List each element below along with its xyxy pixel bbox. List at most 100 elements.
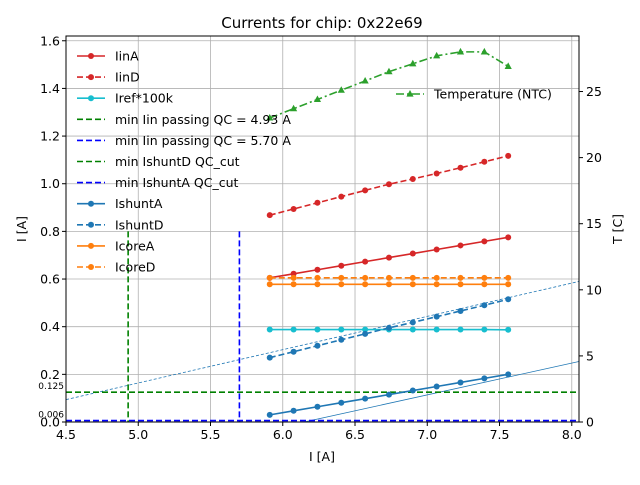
legend-label: min IshuntA QC_cut xyxy=(115,175,239,190)
legend-label: Temperature (NTC) xyxy=(433,87,552,102)
legend-marker xyxy=(88,201,94,207)
data-point-icorea xyxy=(434,281,440,287)
data-point-ishuntd xyxy=(267,355,273,361)
y2-tick-label: 25 xyxy=(586,84,602,99)
y2-tick-label: 10 xyxy=(586,282,602,297)
data-point-iind xyxy=(314,200,320,206)
data-point-icored xyxy=(267,275,273,281)
y2-tick-label: 5 xyxy=(586,348,594,363)
y-tick-label: 0.0 xyxy=(40,415,60,430)
hline-label: 0.125 xyxy=(38,382,64,392)
y2-tick-label: 0 xyxy=(586,415,594,430)
data-point-iref-100k xyxy=(505,327,511,333)
data-point-ishuntd xyxy=(386,325,392,331)
data-point-iina xyxy=(410,251,416,257)
data-point-icorea xyxy=(505,281,511,287)
data-point-icored xyxy=(481,275,487,281)
x-tick-label: 8.0 xyxy=(562,427,582,442)
data-point-icorea xyxy=(458,281,464,287)
data-point-iind xyxy=(267,212,273,218)
legend-label: IshuntD xyxy=(115,217,164,232)
data-point-icorea xyxy=(481,281,487,287)
chart-title: Currents for chip: 0x22e69 xyxy=(221,14,422,32)
data-point-ishuntd xyxy=(505,296,511,302)
legend-label: min Iin passing QC = 4.93 A xyxy=(115,112,291,127)
legend-marker xyxy=(88,53,94,59)
legend-label: IinA xyxy=(115,49,139,64)
data-point-icored xyxy=(434,275,440,281)
y-tick-label: 0.4 xyxy=(40,319,60,334)
data-point-iind xyxy=(505,153,511,159)
data-point-iind xyxy=(481,159,487,165)
data-point-icorea xyxy=(314,281,320,287)
data-point-ishunta xyxy=(386,392,392,398)
y2-tick-label: 15 xyxy=(586,216,602,231)
legend-marker xyxy=(88,222,94,228)
data-point-icored xyxy=(362,275,368,281)
y-tick-label: 1.4 xyxy=(40,81,60,96)
y-axis-label: I [A] xyxy=(14,216,29,242)
data-point-iina xyxy=(314,267,320,273)
data-point-icorea xyxy=(362,281,368,287)
data-point-iina xyxy=(505,234,511,240)
y-tick-label: 1.2 xyxy=(40,129,60,144)
data-point-ishunta xyxy=(291,408,297,414)
legend-label: Iref*100k xyxy=(115,91,174,106)
data-point-ishuntd xyxy=(291,349,297,355)
data-point-icored xyxy=(291,275,297,281)
data-point-ishuntd xyxy=(338,337,344,343)
y-tick-label: 0.8 xyxy=(40,224,60,239)
data-point-icorea xyxy=(410,281,416,287)
data-point-iref-100k xyxy=(338,327,344,333)
data-point-iref-100k xyxy=(267,327,273,333)
data-point-ishunta xyxy=(410,388,416,394)
x-tick-label: 7.0 xyxy=(417,427,437,442)
data-point-iind xyxy=(291,206,297,212)
y2-axis-label: T [C] xyxy=(610,214,625,245)
data-point-iind xyxy=(362,187,368,193)
data-point-icorea xyxy=(338,281,344,287)
legend-label: IshuntA xyxy=(115,196,163,211)
y-tick-label: 0.2 xyxy=(40,367,60,382)
data-point-iind xyxy=(386,181,392,187)
data-point-iind xyxy=(410,176,416,182)
data-point-ishunta xyxy=(481,375,487,381)
data-point-ishuntd xyxy=(362,331,368,337)
data-point-iina xyxy=(458,242,464,248)
data-point-iina xyxy=(481,238,487,244)
data-point-icored xyxy=(505,275,511,281)
data-point-icored xyxy=(458,275,464,281)
data-point-iref-100k xyxy=(458,327,464,333)
data-point-icored xyxy=(314,275,320,281)
data-point-iref-100k xyxy=(481,327,487,333)
data-point-iina xyxy=(338,263,344,269)
data-point-icorea xyxy=(267,281,273,287)
data-point-ishunta xyxy=(314,404,320,410)
data-point-iind xyxy=(434,170,440,176)
data-point-ishunta xyxy=(434,383,440,389)
legend-marker xyxy=(88,243,94,249)
x-axis-label: I [A] xyxy=(309,449,335,464)
data-point-ishuntd xyxy=(314,343,320,349)
data-point-icored xyxy=(386,275,392,281)
x-tick-label: 5.0 xyxy=(128,427,148,442)
data-point-iref-100k xyxy=(434,327,440,333)
legend-label: IcoreA xyxy=(115,238,155,253)
data-point-iref-100k xyxy=(410,327,416,333)
legend-marker xyxy=(88,95,94,101)
data-point-iref-100k xyxy=(314,327,320,333)
data-point-iind xyxy=(338,194,344,200)
data-point-iind xyxy=(458,165,464,171)
legend-marker xyxy=(88,264,94,270)
data-point-icored xyxy=(410,275,416,281)
legend-label: min IshuntD QC_cut xyxy=(115,154,240,169)
data-point-ishuntd xyxy=(458,308,464,314)
data-point-iina xyxy=(386,255,392,261)
data-point-ishunta xyxy=(458,379,464,385)
data-point-iref-100k xyxy=(291,327,297,333)
x-tick-label: 6.5 xyxy=(345,427,365,442)
legend-marker xyxy=(88,74,94,80)
data-point-ishunta xyxy=(338,400,344,406)
